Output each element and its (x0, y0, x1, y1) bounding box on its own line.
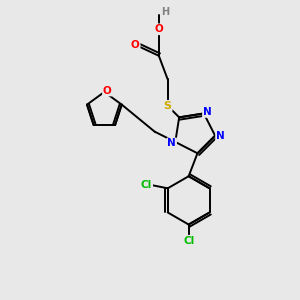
Text: Cl: Cl (141, 180, 152, 190)
Text: Cl: Cl (183, 236, 194, 246)
Text: N: N (216, 130, 225, 141)
Text: O: O (154, 24, 163, 34)
Text: N: N (203, 107, 212, 117)
Text: O: O (131, 40, 140, 50)
Text: S: S (164, 101, 172, 111)
Text: N: N (167, 138, 176, 148)
Text: H: H (161, 7, 170, 16)
Text: O: O (103, 85, 112, 95)
